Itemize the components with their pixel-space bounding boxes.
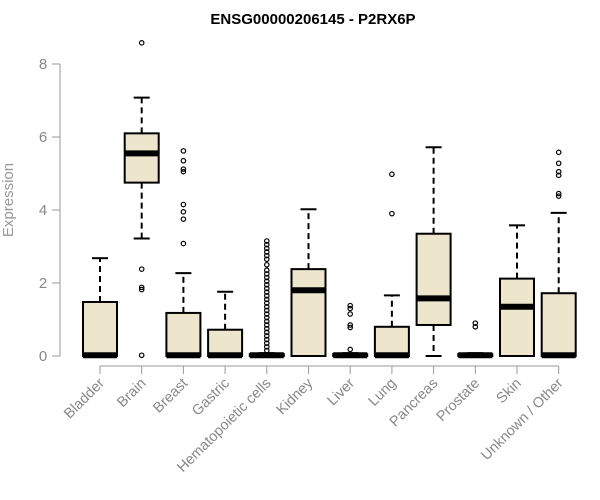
outlier-point (263, 285, 270, 292)
outlier-point (263, 267, 270, 274)
outlier-point (347, 311, 354, 317)
box-pancreas (415, 146, 452, 357)
chart-title: ENSG00000206145 - P2RX6P (210, 11, 415, 28)
x-tick-label: Skin (494, 376, 525, 407)
y-tick-label: 4 (39, 202, 47, 219)
outlier-point (263, 256, 270, 263)
y-tick-label: 2 (39, 275, 47, 292)
box-breast (165, 148, 202, 359)
outlier-point (263, 336, 270, 343)
outlier-point (180, 157, 187, 164)
box-iqr (207, 328, 244, 358)
y-axis: 0 2 4 6 8 (39, 56, 61, 365)
outlier-point (138, 352, 145, 359)
box-liver (332, 302, 369, 359)
box-iqr (123, 132, 160, 184)
outlier-point (347, 346, 354, 353)
outlier-point (263, 314, 270, 321)
box-gastric (207, 290, 244, 359)
outlier-point (180, 168, 187, 175)
outlier-point (555, 190, 562, 197)
box-unknown-other (540, 149, 577, 359)
outlier-point (138, 286, 145, 293)
x-tick-label: Prostate (434, 376, 483, 425)
outlier-point (263, 307, 270, 314)
outlier-point (263, 274, 270, 281)
outlier-point (263, 245, 270, 252)
outlier-point (180, 166, 187, 172)
x-tick-label: Bladder (61, 375, 108, 422)
outlier-point (263, 261, 270, 268)
outlier-point (263, 340, 270, 347)
outlier-point (180, 209, 187, 215)
outlier-point (472, 320, 479, 326)
outlier-point (263, 347, 270, 354)
outlier-point (263, 252, 270, 259)
box-iqr (373, 325, 410, 357)
outlier-point (555, 149, 562, 156)
outlier-point (263, 238, 270, 244)
outlier-point (138, 284, 145, 291)
outlier-point (389, 210, 395, 217)
y-tick-label: 8 (39, 56, 47, 73)
x-tick-label: Kidney (274, 375, 317, 418)
x-tick-label: Brain (114, 376, 149, 411)
outlier-point (347, 322, 354, 328)
outlier-point (263, 282, 270, 288)
outlier-point (472, 323, 479, 330)
box-skin (499, 224, 535, 357)
outlier-point (180, 201, 187, 208)
outlier-point (138, 40, 145, 46)
outlier-point (263, 333, 270, 339)
outlier-point (389, 171, 395, 178)
box-iqr (540, 292, 577, 357)
outlier-point (263, 278, 270, 284)
box-iqr (165, 311, 202, 357)
box-prostate (457, 320, 494, 359)
outlier-point (263, 292, 270, 299)
outlier-point (180, 240, 187, 247)
outlier-point (555, 172, 562, 179)
x-tick-label: Breast (150, 376, 191, 417)
boxes-group (82, 40, 577, 359)
outlier-point (263, 249, 270, 255)
outlier-point (347, 302, 354, 309)
box-kidney (290, 208, 327, 358)
x-tick-label: Lung (366, 376, 400, 410)
box-bladder (82, 257, 118, 359)
outlier-point (263, 318, 270, 325)
outlier-point (180, 148, 187, 154)
outlier-point (138, 266, 145, 272)
box-iqr (415, 232, 452, 326)
outlier-point (555, 160, 562, 167)
outlier-point (263, 325, 270, 332)
outlier-point (263, 296, 270, 303)
outlier-point (263, 329, 270, 336)
y-tick-label: 6 (39, 129, 47, 146)
outlier-point (263, 344, 270, 350)
outlier-point (263, 311, 270, 317)
outlier-point (263, 300, 270, 306)
outlier-point (555, 193, 562, 199)
outlier-point (347, 305, 354, 312)
box-lung (373, 171, 410, 359)
outlier-point (347, 324, 354, 331)
box-iqr (499, 277, 535, 357)
outlier-point (263, 241, 270, 248)
outlier-point (263, 271, 270, 277)
x-tick-label: Liver (324, 375, 358, 409)
outlier-point (180, 216, 187, 222)
y-tick-label: 0 (39, 348, 47, 365)
outlier-point (263, 289, 270, 295)
box-brain (123, 40, 160, 359)
outlier-point (263, 303, 270, 310)
box-iqr (82, 300, 118, 358)
outlier-point (555, 168, 562, 175)
box-iqr (290, 268, 327, 358)
y-axis-label: Expression (0, 163, 17, 237)
outlier-point (263, 322, 270, 328)
box-hematopoietic-cells (248, 238, 285, 359)
